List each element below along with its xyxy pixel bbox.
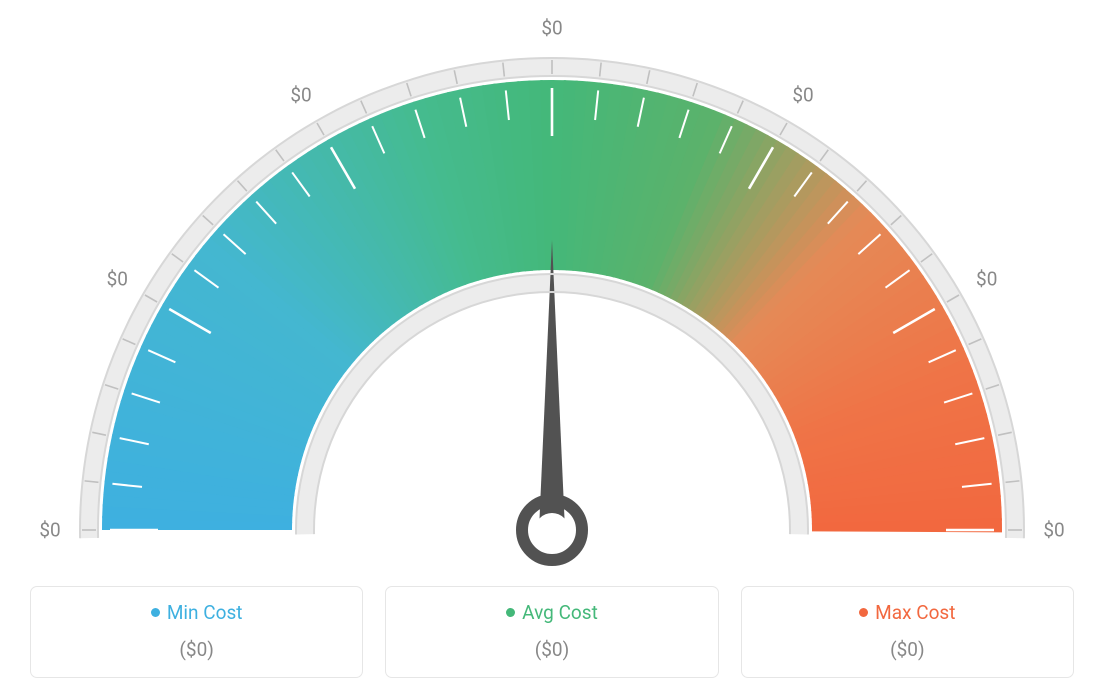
legend-label-min: Min Cost <box>167 601 243 624</box>
legend-title-min: Min Cost <box>41 601 352 624</box>
gauge-tick-label: $0 <box>1043 519 1064 542</box>
legend-value-avg: ($0) <box>396 638 707 661</box>
gauge-tick-label: $0 <box>39 519 60 542</box>
legend-dot-min <box>151 608 160 617</box>
gauge-tick-label: $0 <box>792 84 813 107</box>
legend-title-max: Max Cost <box>752 601 1063 624</box>
legend-dot-avg <box>506 608 515 617</box>
legend-dot-max <box>859 608 868 617</box>
legend-card-min: Min Cost ($0) <box>30 586 363 678</box>
gauge-chart-container: $0 $0 $0 $0 $0 $0 $0 Min Cost ($0) Avg Cost ($… <box>0 0 1104 690</box>
legend-value-min: ($0) <box>41 638 352 661</box>
gauge-tick-label: $0 <box>290 84 311 107</box>
gauge-svg <box>22 10 1082 570</box>
gauge-tick-label: $0 <box>976 268 997 291</box>
legend-title-avg: Avg Cost <box>396 601 707 624</box>
gauge-tick-label: $0 <box>107 268 128 291</box>
gauge-area: $0 $0 $0 $0 $0 $0 $0 <box>0 0 1104 560</box>
gauge-tick-label: $0 <box>541 17 562 40</box>
legend-row: Min Cost ($0) Avg Cost ($0) Max Cost ($0… <box>30 586 1074 678</box>
legend-label-avg: Avg Cost <box>522 601 598 624</box>
legend-card-max: Max Cost ($0) <box>741 586 1074 678</box>
legend-label-max: Max Cost <box>875 601 955 624</box>
legend-value-max: ($0) <box>752 638 1063 661</box>
legend-card-avg: Avg Cost ($0) <box>385 586 718 678</box>
